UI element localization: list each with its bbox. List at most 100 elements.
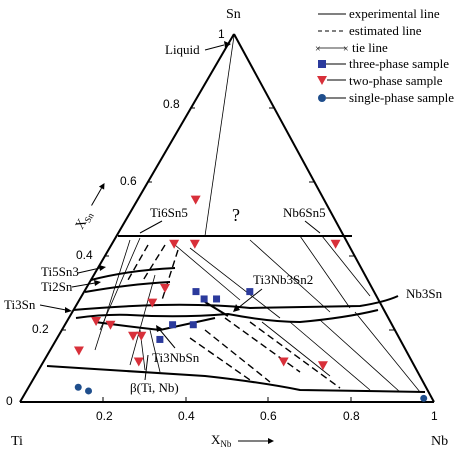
tie-line — [129, 274, 156, 366]
label-ti3sn: Ti3Sn — [4, 297, 36, 312]
label-ti5sn3: Ti5Sn3 — [41, 264, 79, 279]
arrow-ti3sn — [39, 304, 67, 311]
legend-swatch-three-phase — [318, 60, 326, 68]
single-phase-sample-marker — [420, 394, 428, 402]
tie-line — [174, 244, 241, 301]
svg-text:XSn: XSn — [72, 207, 96, 232]
phase-annotations: Liquid Ti6Sn5 Nb6Sn5 ? Ti5Sn3 Ti2Sn Ti3S… — [4, 41, 443, 395]
two-phase-sample-marker — [73, 346, 84, 356]
ti5sn3-line — [90, 267, 176, 281]
arrowhead-ti5sn3 — [99, 265, 106, 271]
three-phase-sample-marker — [200, 295, 208, 303]
tie-line — [99, 237, 141, 331]
legend-swatch-tie-x-right: × — [343, 44, 349, 55]
two-phase-sample-marker — [190, 195, 201, 205]
bottom-tick-label: 0.8 — [343, 409, 360, 423]
two-phase-sample-marker — [133, 357, 144, 367]
two-phase-sample-marker — [105, 320, 116, 330]
axis-numbers: 0 0.2 0.4 0.6 0.8 1 0.2 0.4 0.6 0.8 1 — [6, 27, 438, 423]
two-phase-sample-marker — [128, 331, 139, 341]
two-phase-sample-marker — [160, 283, 170, 293]
beta-boundary — [46, 365, 426, 393]
estimated-line — [141, 244, 166, 283]
edge-nb-sn — [233, 33, 435, 403]
bottom-tick-label: 0.2 — [96, 409, 113, 423]
legend-label-single-phase: single-phase sample — [349, 90, 454, 105]
y-axis-title: XSn — [72, 182, 105, 232]
estimated-lines — [127, 235, 341, 389]
corner-label-ti: Ti — [11, 434, 23, 449]
legend: experimental line estimated line × × tie… — [315, 6, 454, 105]
arrow-beta — [144, 354, 149, 381]
two-phase-sample-marker — [330, 239, 341, 249]
legend-swatch-two-phase — [317, 76, 327, 85]
two-phase-sample-marker — [147, 298, 158, 308]
arrow-ti6sn5 — [139, 220, 163, 234]
label-ti6sn5: Ti6Sn5 — [150, 205, 188, 220]
arrow-ti5sn3 — [77, 267, 101, 274]
label-ti2sn: Ti2Sn — [41, 279, 73, 294]
x-axis-title: XNb — [211, 432, 274, 449]
single-phase-sample-marker — [74, 383, 82, 391]
left-tick-label: 0.2 — [32, 322, 49, 336]
two-phase-sample-marker — [278, 357, 289, 367]
arrowhead-ti3sn — [65, 307, 72, 313]
corner-label-sn: Sn — [226, 7, 241, 22]
legend-label-experimental: experimental line — [349, 6, 440, 21]
tie-line — [261, 321, 331, 377]
tie-line — [94, 239, 131, 351]
tie-line — [354, 311, 421, 393]
legend-label-two-phase: two-phase sample — [349, 73, 443, 88]
legend-swatch-tie-x-left: × — [315, 44, 321, 55]
arrowhead-ti2sn — [94, 280, 101, 286]
arrowhead-ti3nb3sn2 — [233, 304, 240, 312]
bottom-tick-label: 0.4 — [178, 409, 195, 423]
estimated-line — [189, 337, 251, 381]
three-phase-sample-marker — [213, 295, 221, 303]
left-tick-label: 1 — [218, 27, 225, 41]
ti3sn-line — [72, 295, 399, 311]
three-phase-sample-marker — [246, 288, 254, 296]
three-phase-sample-marker — [169, 321, 177, 329]
arrow-ti2sn — [71, 282, 96, 288]
legend-label-estimated: estimated line — [349, 23, 422, 38]
two-phase-sample-marker — [91, 317, 102, 327]
axis-ticks — [61, 107, 394, 402]
legend-swatch-single-phase — [318, 94, 326, 102]
estimated-line — [224, 317, 301, 373]
two-phase-sample-marker — [169, 239, 180, 249]
svg-text:XNb: XNb — [211, 432, 232, 449]
bottom-tick-label: 1 — [431, 409, 438, 423]
tie-line — [299, 235, 351, 309]
label-ti3nbsn: Ti3NbSn — [152, 350, 200, 365]
three-phase-sample-marker — [192, 288, 200, 296]
tie-line — [189, 247, 281, 319]
estimated-line — [161, 249, 179, 301]
tie-line — [321, 235, 371, 297]
corner-label-nb: Nb — [431, 434, 448, 449]
tie-line — [289, 321, 371, 391]
ti3nb3sn2-lower-line — [75, 309, 379, 324]
left-tick-label: 0.4 — [76, 248, 93, 262]
y-axis-arrowhead — [98, 182, 105, 190]
estimated-line — [127, 244, 149, 281]
arrow-liquid — [204, 44, 225, 51]
estimated-line — [204, 329, 271, 383]
legend-label-tie: tie line — [352, 40, 388, 55]
triangle-frame — [19, 33, 435, 403]
label-unknown-phase: ? — [232, 205, 240, 225]
ti2sn-line — [84, 281, 171, 293]
label-nb6sn5: Nb6Sn5 — [283, 205, 326, 220]
two-phase-sample-marker — [189, 239, 200, 249]
arrow-ti3nbsn — [159, 329, 176, 349]
three-phase-sample-marker — [189, 321, 197, 329]
left-tick-label: 0.8 — [163, 97, 180, 111]
x-axis-label-sub: Nb — [220, 439, 231, 449]
three-phase-sample-marker — [156, 335, 164, 343]
y-axis-arrow — [91, 187, 102, 206]
arrow-ti3nb3sn2 — [237, 288, 263, 309]
tie-lines — [94, 35, 421, 393]
bottom-tick-label: 0.6 — [260, 409, 277, 423]
